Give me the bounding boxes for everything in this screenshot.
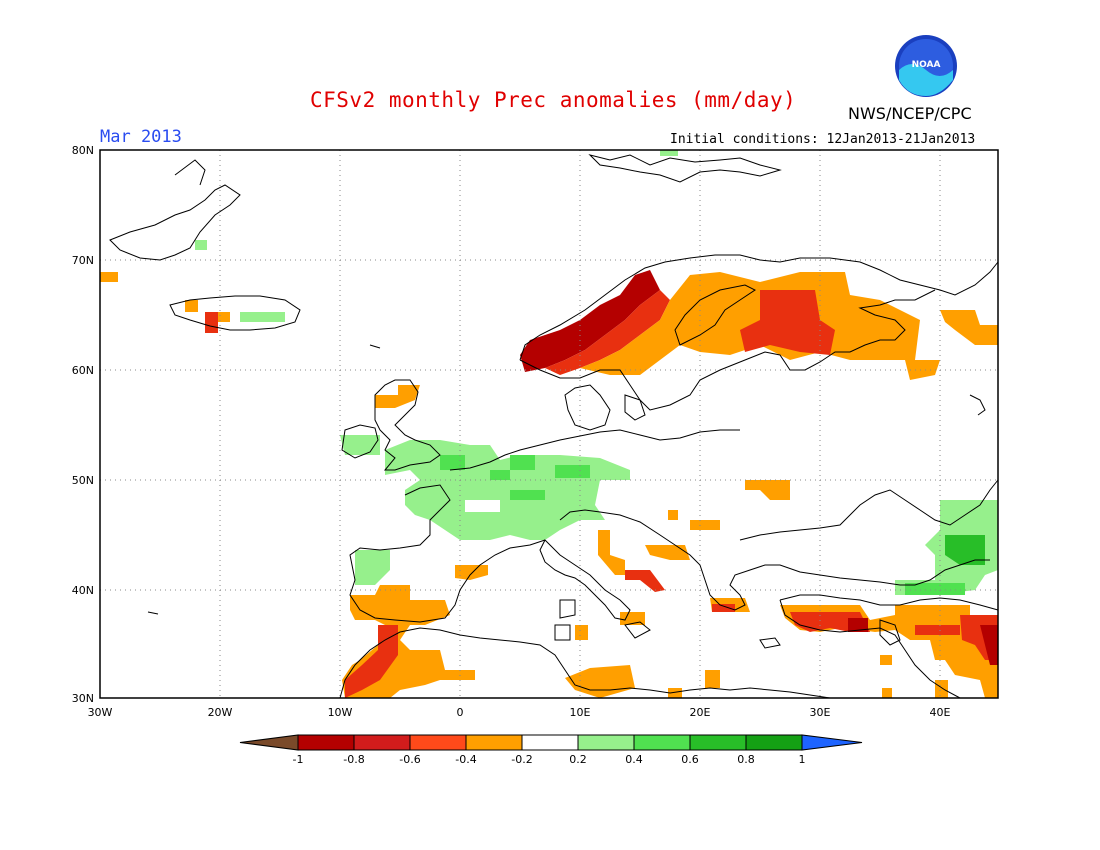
- legend-tick-label: -0.2: [511, 753, 532, 766]
- legend-tick-label: 0.8: [737, 753, 755, 766]
- legend-tick-label: 0.4: [625, 753, 643, 766]
- color-legend: -1 -0.8 -0.6 -0.4 -0.2 0.2 0.4 0.6 0.8 1: [239, 734, 863, 766]
- legend-arrow-low: [239, 734, 299, 751]
- lon-tick-label: 30E: [810, 706, 831, 719]
- initial-conditions: Initial conditions: 12Jan2013-21Jan2013: [670, 132, 976, 147]
- lat-tick-label: 50N: [72, 474, 94, 487]
- lat-tick-label: 40N: [72, 584, 94, 597]
- noaa-logo-text: NOAA: [912, 60, 941, 70]
- legend-swatch: [745, 734, 803, 751]
- lat-tick-label: 60N: [72, 364, 94, 377]
- lat-labels: 30N 40N 50N 60N 70N 80N: [72, 144, 94, 705]
- legend-swatch: [297, 734, 355, 751]
- lon-tick-label: 10E: [570, 706, 591, 719]
- lon-tick-label: 0: [457, 706, 464, 719]
- lon-tick-label: 30W: [88, 706, 113, 719]
- legend-tick-label: -0.6: [399, 753, 420, 766]
- lon-tick-label: 20E: [690, 706, 711, 719]
- map-title: CFSv2 monthly Prec anomalies (mm/day): [310, 88, 797, 112]
- legend-swatch: [521, 734, 579, 751]
- lon-tick-label: 10W: [328, 706, 353, 719]
- legend-swatch: [409, 734, 467, 751]
- lat-tick-label: 80N: [72, 144, 94, 157]
- lon-tick-label: 40E: [930, 706, 951, 719]
- legend-tick-label: 0.2: [569, 753, 587, 766]
- legend-arrow-high: [801, 734, 863, 751]
- legend-swatch: [577, 734, 635, 751]
- legend-tick-label: 0.6: [681, 753, 699, 766]
- lat-tick-label: 30N: [72, 692, 94, 705]
- legend-swatch: [353, 734, 411, 751]
- anomaly-cells: [100, 150, 998, 698]
- agency-label: NWS/NCEP/CPC: [848, 104, 972, 123]
- lat-tick-label: 70N: [72, 254, 94, 267]
- noaa-logo: NOAA: [895, 35, 957, 97]
- forecast-month: Mar 2013: [100, 127, 182, 147]
- legend-swatch: [689, 734, 747, 751]
- legend-tick-label: -0.8: [343, 753, 364, 766]
- lon-labels: 30W 20W 10W 0 10E 20E 30E 40E: [88, 706, 951, 719]
- legend-tick-label: -0.4: [455, 753, 476, 766]
- legend-tick-label: 1: [799, 753, 806, 766]
- legend-tick-label: -1: [293, 753, 304, 766]
- map-frame: [99, 149, 999, 699]
- coastlines: [109, 154, 999, 699]
- legend-swatch: [633, 734, 691, 751]
- legend-swatch: [465, 734, 523, 751]
- lon-tick-label: 20W: [208, 706, 233, 719]
